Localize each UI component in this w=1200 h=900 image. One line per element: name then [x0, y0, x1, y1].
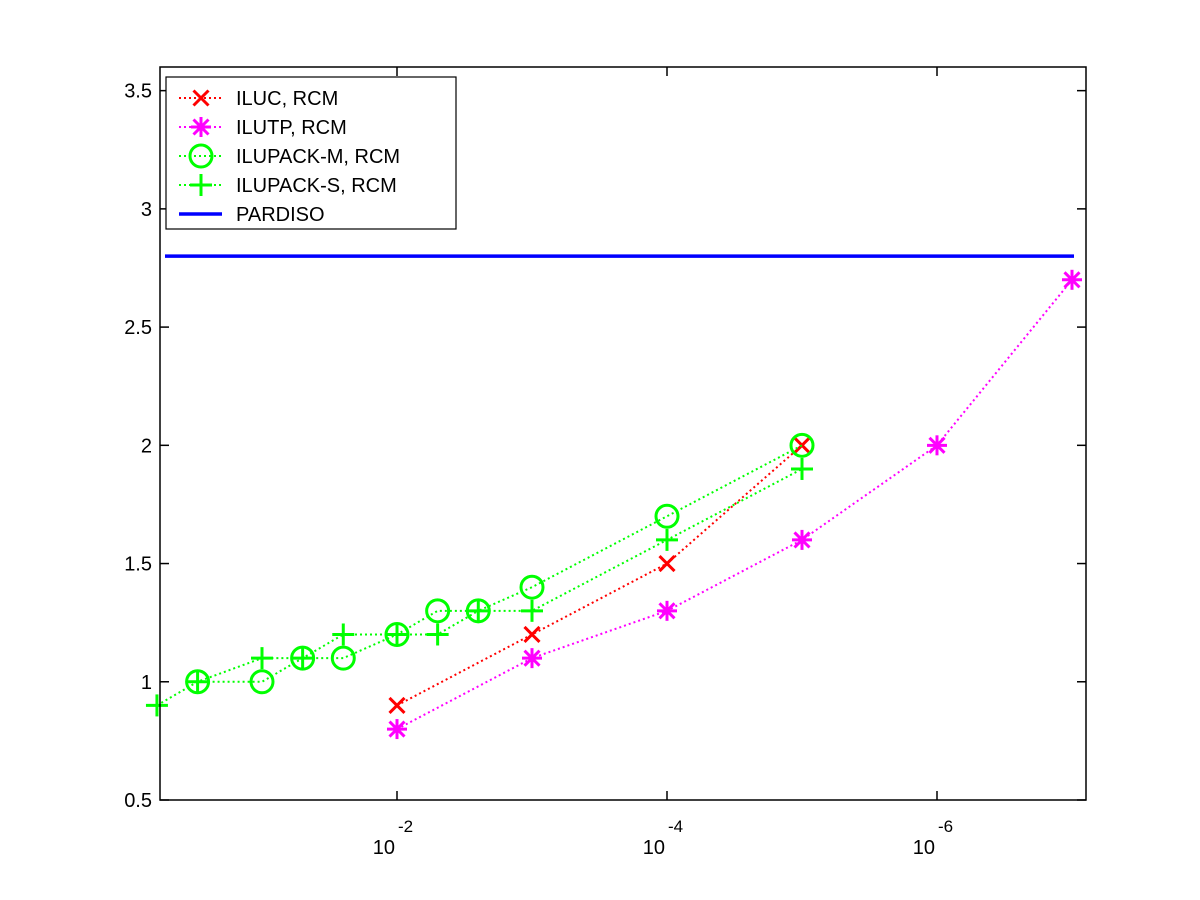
data-point-2-9 [789, 432, 815, 458]
series-1 [387, 269, 1082, 740]
data-point-0-2 [658, 554, 676, 573]
data-point-2-1 [249, 669, 275, 695]
data-point-3-2 [251, 647, 273, 670]
series-3 [145, 457, 813, 717]
data-point-3-10 [791, 457, 813, 480]
y-tick-label: 1 [141, 672, 152, 694]
data-point-1-3 [792, 529, 812, 550]
legend-marker [188, 143, 214, 169]
x-tick-label-base: 10 [913, 837, 935, 859]
data-point-3-4 [332, 623, 355, 646]
legend-label: ILUPACK-S, RCM [236, 175, 397, 197]
data-point-1-0 [387, 719, 407, 740]
x-tick-label-exponent: -6 [938, 817, 953, 836]
legend-marker [190, 174, 212, 196]
data-point-3-9 [656, 528, 678, 551]
plot-area [145, 254, 1082, 740]
data-point-0-0 [388, 696, 406, 714]
data-point-3-1 [186, 670, 209, 693]
legend-marker [192, 89, 210, 107]
legend-label: PARDISO [236, 204, 325, 226]
legend: ILUC, RCM ILUTP, RCM ILUPACK-M, RCM ILUPACK… [165, 76, 457, 230]
y-tick-label: 3.5 [124, 81, 152, 103]
legend-label: ILUC, RCM [236, 88, 338, 110]
x-tick-label-base: 10 [643, 837, 665, 859]
axis-ticks: 0.511.522.533.510-210-410-6 [124, 67, 1086, 859]
x-tick-label-base: 10 [373, 837, 395, 859]
y-tick-label: 0.5 [124, 790, 152, 812]
legend-item-4: PARDISO [179, 204, 325, 226]
data-point-3-3 [291, 647, 314, 670]
data-point-1-4 [927, 435, 947, 456]
series-line-0 [396, 444, 803, 707]
legend-label: ILUPACK-M, RCM [236, 146, 400, 168]
legend-item-2: ILUPACK-M, RCM [179, 143, 400, 169]
data-point-3-5 [386, 623, 408, 646]
data-point-3-8 [521, 599, 543, 622]
y-tick-label: 3 [141, 199, 152, 221]
data-point-2-5 [425, 598, 451, 624]
legend-label: ILUTP, RCM [236, 117, 347, 139]
data-point-0-1 [523, 625, 541, 644]
data-point-0-3 [793, 436, 811, 454]
data-point-2-8 [654, 503, 680, 529]
axes-box [159, 66, 1087, 801]
x-tick-label-exponent: -4 [668, 817, 683, 836]
y-tick-label: 2.5 [124, 317, 152, 339]
y-tick-label: 2 [141, 435, 152, 457]
series-0 [388, 436, 811, 714]
data-point-1-2 [657, 600, 677, 621]
data-point-3-6 [426, 623, 449, 646]
data-point-1-5 [1062, 269, 1082, 290]
legend-item-3: ILUPACK-S, RCM [179, 174, 397, 197]
data-point-2-7 [519, 574, 545, 600]
legend-item-0: ILUC, RCM [179, 88, 338, 110]
data-point-3-0 [145, 694, 168, 717]
data-point-2-3 [330, 645, 356, 671]
legend-item-1: ILUTP, RCM [179, 117, 347, 139]
legend-box [165, 76, 457, 230]
legend-marker [191, 117, 211, 137]
y-tick-label: 1.5 [124, 554, 152, 576]
data-point-1-1 [522, 648, 542, 669]
series-line-1 [396, 279, 1073, 730]
data-point-3-7 [467, 599, 490, 622]
x-tick-label-exponent: -2 [398, 817, 413, 836]
